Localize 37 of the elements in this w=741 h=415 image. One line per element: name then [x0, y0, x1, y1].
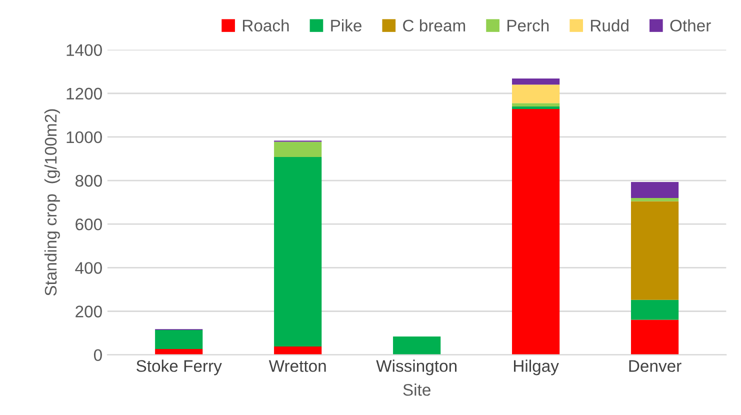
y-tick-label: 200	[76, 306, 102, 318]
y-tick-label: 600	[76, 218, 102, 230]
bar	[630, 182, 679, 198]
x-tick-label: Denver	[629, 360, 682, 372]
y-tick-label: 400	[75, 262, 102, 274]
y-tick-label: 1400	[66, 44, 102, 56]
bar	[274, 142, 322, 157]
bar	[512, 84, 560, 104]
legend-label: Pike	[331, 19, 362, 32]
x-tick-label: Wissington	[376, 360, 456, 376]
bar	[630, 201, 679, 300]
bar	[274, 346, 322, 355]
legend-label: Rudd	[591, 19, 628, 32]
legend-label: Perch	[507, 19, 549, 32]
y-tick-label: 800	[76, 174, 102, 187]
bar	[274, 156, 322, 347]
bar	[512, 109, 560, 355]
y-tick-label: 1000	[66, 131, 102, 144]
bar	[630, 320, 679, 355]
y-tick-label: 0	[94, 349, 102, 362]
legend-label: Roach	[242, 19, 289, 32]
bar	[512, 103, 560, 106]
x-axis-title: Site	[403, 384, 430, 396]
x-tick-label: Stoke Ferry	[136, 360, 222, 376]
bar	[630, 300, 679, 320]
bar	[393, 336, 441, 355]
bar	[155, 348, 203, 355]
x-tick-label: Hilgay	[514, 360, 559, 376]
bar	[512, 106, 560, 110]
y-tick-label: 1200	[66, 88, 102, 100]
bar	[512, 78, 560, 85]
x-tick-label: Wretton	[268, 360, 326, 372]
bar	[155, 330, 203, 349]
bar	[630, 198, 679, 202]
legend-label: Other	[670, 19, 711, 32]
legend-label: C bream	[403, 19, 466, 32]
y-axis-title: Standing crop (g/100m2)	[44, 109, 60, 296]
